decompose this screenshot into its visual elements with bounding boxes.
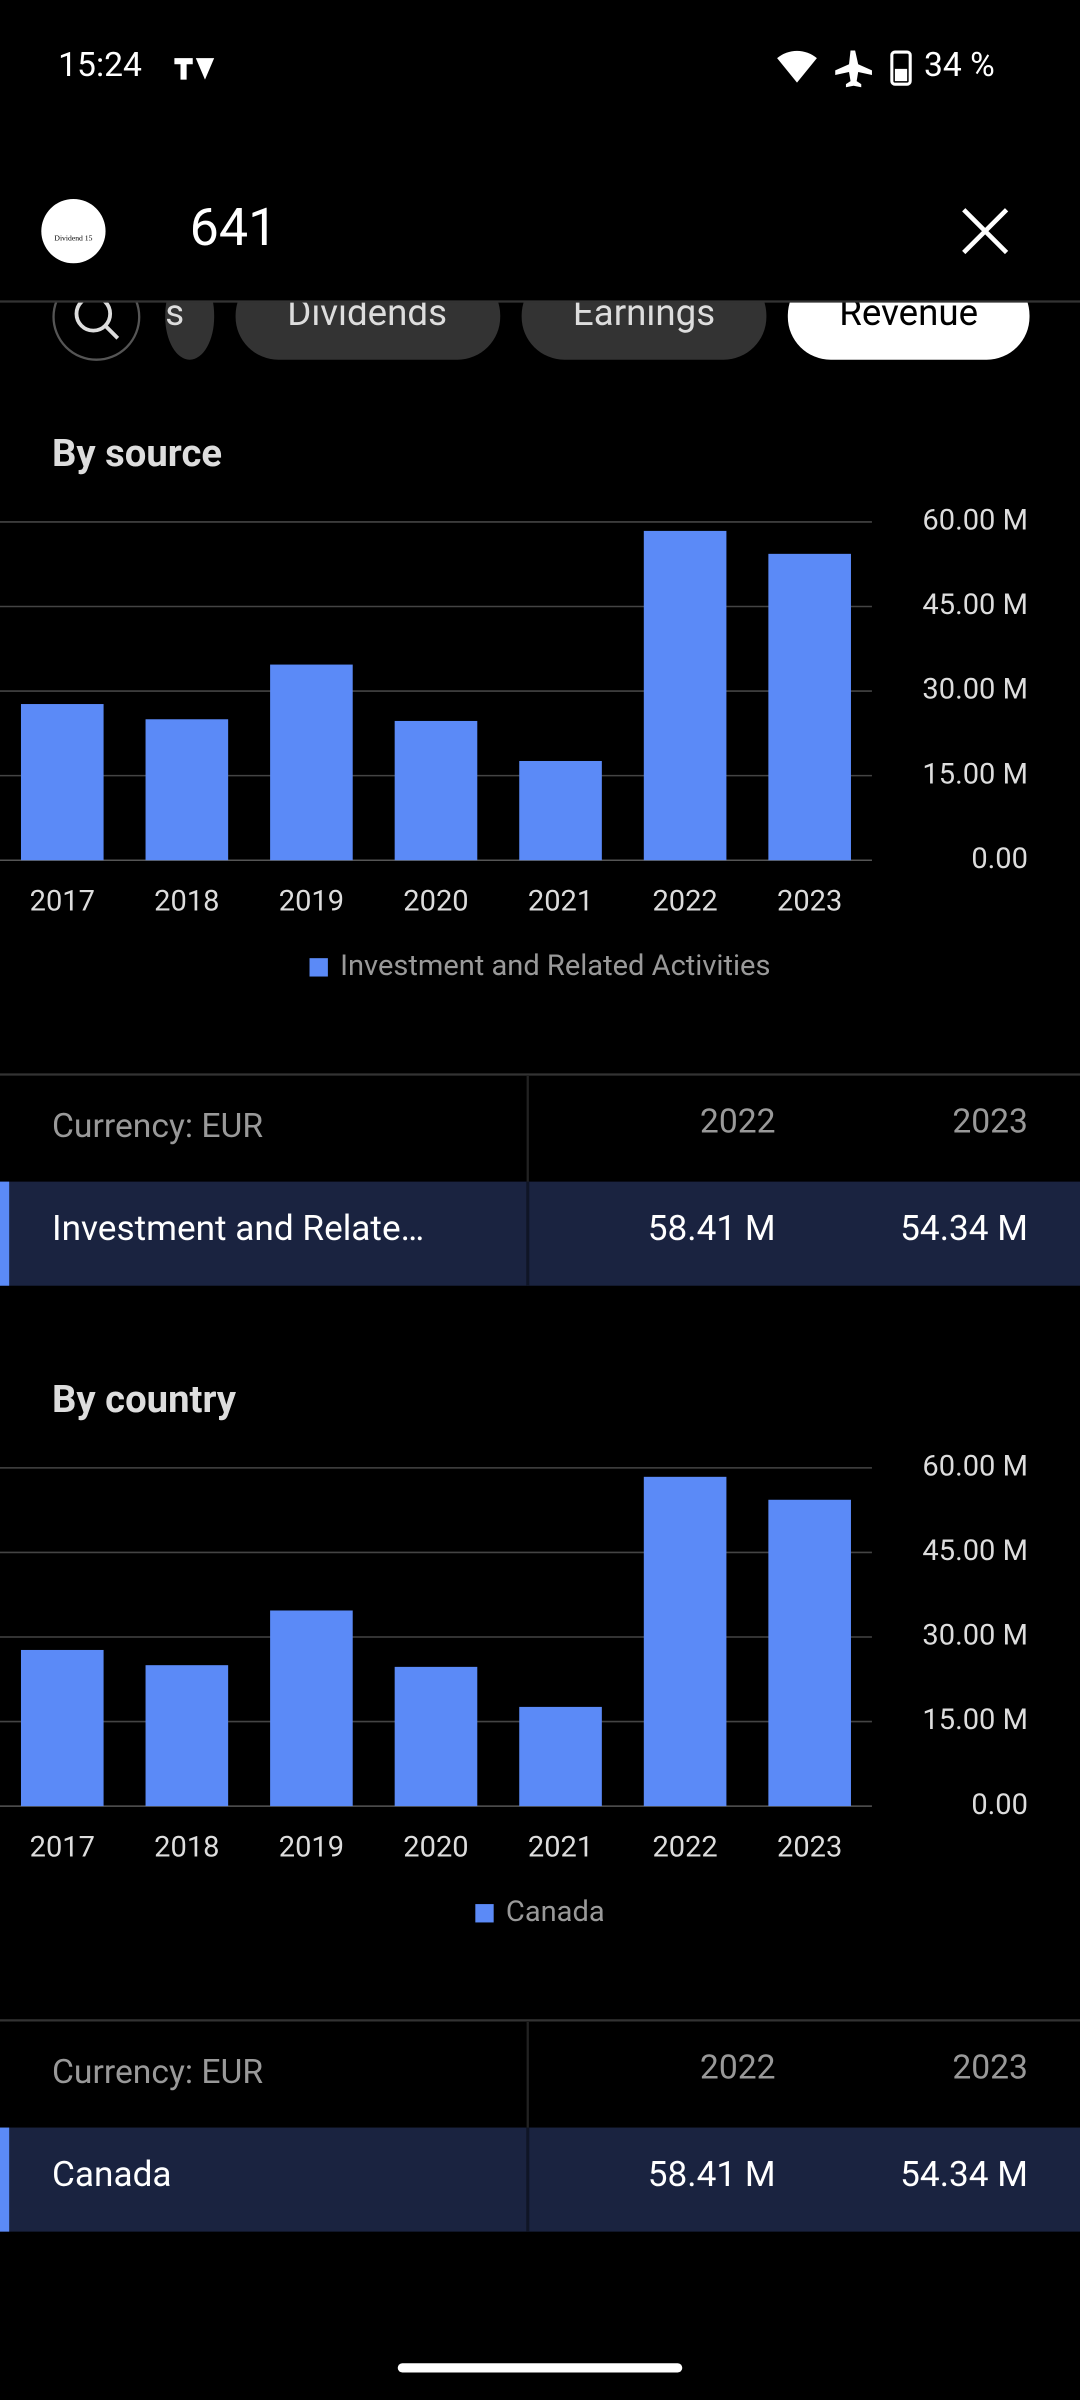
row-accent bbox=[0, 1181, 10, 1286]
header-title: 641 bbox=[190, 197, 278, 258]
row-value: 54.34 M bbox=[900, 2153, 1028, 2195]
section-title: By source bbox=[52, 432, 222, 476]
x-tick-label: 2021 bbox=[528, 1831, 593, 1865]
x-tick-label: 2017 bbox=[30, 1831, 95, 1865]
bar bbox=[768, 553, 851, 861]
bar bbox=[20, 704, 104, 861]
airplane-icon bbox=[835, 50, 872, 88]
bar bbox=[270, 1610, 353, 1807]
table-header: 2022 bbox=[700, 1102, 776, 1141]
y-tick-label: 15.00 M bbox=[922, 1703, 1028, 1737]
header-background bbox=[0, 0, 1080, 302]
home-indicator bbox=[397, 2363, 683, 2373]
y-tick-label: 30.00 M bbox=[922, 673, 1028, 707]
bar bbox=[394, 1666, 478, 1807]
x-tick-label: 2018 bbox=[154, 1831, 219, 1865]
x-tick-label: 2023 bbox=[777, 885, 842, 919]
battery-text: 34 % bbox=[924, 46, 995, 85]
x-tick-label: 2023 bbox=[777, 1831, 842, 1865]
bar bbox=[643, 530, 727, 861]
x-tick-label: 2019 bbox=[279, 885, 344, 919]
app-icon bbox=[174, 58, 215, 80]
table-header: 2023 bbox=[952, 1102, 1028, 1141]
y-tick-label: 0.00 bbox=[971, 842, 1028, 876]
bar bbox=[519, 760, 602, 861]
logo bbox=[41, 198, 106, 264]
bar bbox=[270, 664, 353, 861]
bar bbox=[768, 1499, 851, 1807]
table-header: 2022 bbox=[700, 2048, 776, 2087]
x-tick-label: 2020 bbox=[403, 885, 468, 919]
y-tick-label: 60.00 M bbox=[922, 504, 1028, 538]
bar bbox=[145, 1665, 229, 1807]
x-tick-label: 2021 bbox=[528, 885, 593, 919]
bar bbox=[394, 720, 478, 861]
battery-icon bbox=[890, 50, 912, 86]
wifi-icon bbox=[777, 50, 817, 83]
search-icon bbox=[104, 324, 120, 340]
x-tick-label: 2022 bbox=[652, 1831, 717, 1865]
table-row bbox=[0, 1181, 1080, 1286]
bar bbox=[519, 1706, 602, 1807]
row-label: Investment and Relate… bbox=[52, 1207, 424, 1249]
table-header: Currency: EUR bbox=[52, 2053, 263, 2092]
row-value: 58.41 M bbox=[648, 2153, 776, 2195]
legend-swatch bbox=[475, 1904, 494, 1923]
legend-label: Canada bbox=[506, 1895, 605, 1929]
row-accent bbox=[0, 2127, 10, 2232]
row-value: 54.34 M bbox=[900, 1207, 1028, 1249]
battery-level bbox=[894, 68, 908, 82]
y-tick-label: 30.00 M bbox=[922, 1619, 1028, 1653]
legend-swatch bbox=[309, 958, 328, 977]
logo-text: Dividend 15 bbox=[54, 234, 92, 243]
section-title: By country bbox=[52, 1378, 237, 1422]
table-header: 2023 bbox=[952, 2048, 1028, 2087]
row-label: Canada bbox=[52, 2153, 172, 2195]
x-tick-label: 2020 bbox=[403, 1831, 468, 1865]
y-tick-label: 45.00 M bbox=[922, 1534, 1028, 1568]
legend-label: Investment and Related Activities bbox=[340, 949, 770, 983]
y-tick-label: 60.00 M bbox=[922, 1450, 1028, 1484]
y-tick-label: 45.00 M bbox=[922, 588, 1028, 622]
x-tick-label: 2019 bbox=[279, 1831, 344, 1865]
x-tick-label: 2022 bbox=[652, 885, 717, 919]
bar bbox=[145, 719, 229, 861]
x-tick-label: 2017 bbox=[30, 885, 95, 919]
x-tick-label: 2018 bbox=[154, 885, 219, 919]
close-button[interactable] bbox=[962, 208, 1009, 255]
y-tick-label: 0.00 bbox=[971, 1788, 1028, 1822]
row-value: 58.41 M bbox=[648, 1207, 776, 1249]
table-header: Currency: EUR bbox=[52, 1107, 263, 1146]
table-row bbox=[0, 2127, 1080, 2232]
y-tick-label: 15.00 M bbox=[922, 757, 1028, 791]
bar bbox=[643, 1476, 727, 1807]
bar bbox=[20, 1649, 104, 1807]
status-time: 15:24 bbox=[58, 46, 142, 85]
